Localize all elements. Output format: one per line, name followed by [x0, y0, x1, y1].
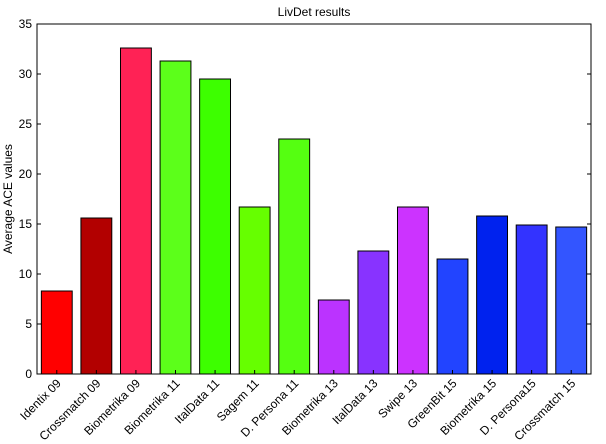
chart-title: LivDet results: [278, 5, 351, 19]
bar-identix-09: [40, 290, 73, 375]
bar-biometrika-09: [119, 47, 152, 375]
plot-frame: [36, 23, 592, 375]
y-tick-label: 0: [25, 367, 32, 381]
y-tick-label: 10: [19, 267, 33, 281]
y-tick-label: 20: [19, 167, 33, 181]
bar-swipe-13: [396, 206, 429, 375]
bar-d-persona-11: [278, 138, 311, 375]
bar-biometrika-15: [476, 215, 509, 375]
bar-crossmatch-09: [80, 217, 113, 375]
y-tick-label: 5: [25, 317, 32, 331]
y-tick-label: 15: [19, 217, 33, 231]
bar-d-persona15: [515, 224, 548, 375]
bar-greenbit-15: [436, 258, 469, 375]
bar-crossmatch-15: [555, 226, 588, 375]
bar-biometrika-13: [317, 299, 350, 375]
y-tick-label: 25: [19, 117, 33, 131]
bar-italdata-13: [357, 250, 390, 375]
bar-biometrika-11: [159, 60, 192, 375]
y-tick-label: 35: [19, 17, 33, 31]
bar-sagem-11: [238, 206, 271, 375]
y-axis-label: Average ACE values: [1, 144, 15, 254]
y-tick-label: 30: [19, 67, 33, 81]
bar-italdata-11: [199, 78, 232, 375]
